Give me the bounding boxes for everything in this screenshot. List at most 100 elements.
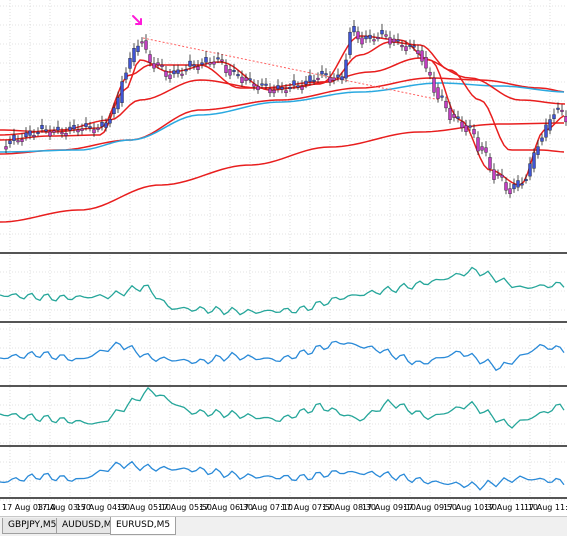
- candle-body: [233, 70, 236, 72]
- candle-body: [457, 117, 460, 119]
- tab-gbpjpy-m5[interactable]: GBPJPY,M5: [2, 518, 62, 534]
- candle-body: [517, 181, 520, 188]
- candle-body: [193, 65, 196, 67]
- candle-body: [305, 81, 308, 84]
- candle-body: [473, 129, 476, 134]
- candle-body: [289, 87, 292, 89]
- candle-body: [13, 135, 16, 141]
- candle-body: [541, 138, 544, 142]
- candle-body: [329, 77, 332, 82]
- candle-body: [389, 38, 392, 44]
- candle-body: [273, 90, 276, 93]
- candle-body: [53, 131, 56, 133]
- candle-body: [353, 26, 356, 32]
- candle-body: [341, 77, 344, 80]
- candle-body: [401, 45, 404, 47]
- candle-body: [125, 73, 128, 79]
- candle-body: [365, 36, 368, 39]
- candle-body: [417, 51, 420, 54]
- candle-body: [485, 148, 488, 153]
- candle-body: [493, 170, 496, 180]
- candle-body: [229, 69, 232, 75]
- candle-body: [477, 138, 480, 151]
- candle-body: [241, 77, 244, 83]
- candle-body: [33, 135, 36, 137]
- candle-body: [509, 189, 512, 194]
- candle-body: [557, 108, 560, 110]
- candle-body: [37, 132, 40, 134]
- candle-body: [361, 38, 364, 44]
- candle-body: [197, 67, 200, 70]
- candle-body: [201, 63, 204, 65]
- chart-area[interactable]: [0, 0, 567, 512]
- candle-body: [505, 183, 508, 191]
- candle-body: [57, 127, 60, 130]
- candle-body: [141, 42, 144, 44]
- candle-body: [61, 132, 64, 134]
- candle-body: [345, 60, 348, 78]
- candle-body: [521, 184, 524, 186]
- candle-body: [29, 131, 32, 136]
- candle-body: [501, 175, 504, 177]
- candle-body: [337, 75, 340, 78]
- candle-body: [93, 129, 96, 132]
- oscillator-2-line: [0, 341, 564, 370]
- candle-body: [529, 164, 532, 176]
- candle-body: [73, 125, 76, 129]
- candle-body: [297, 86, 300, 88]
- candle-body: [161, 65, 164, 67]
- candle-body: [481, 147, 484, 151]
- candle-body: [205, 57, 208, 62]
- candle-body: [373, 40, 376, 42]
- candle-body: [561, 110, 564, 112]
- candle-body: [537, 147, 540, 155]
- candle-body: [213, 62, 216, 64]
- candle-body: [525, 179, 528, 181]
- symbol-tab-bar: GBPJPY,M5 AUDUSD,M1 EURUSD,M5: [0, 516, 567, 536]
- candle-body: [85, 123, 88, 126]
- candle-body: [413, 46, 416, 48]
- candle-body: [81, 129, 84, 131]
- candle-body: [397, 40, 400, 42]
- candle-body: [237, 74, 240, 76]
- price-chart[interactable]: [0, 0, 567, 512]
- candle-body: [65, 133, 68, 135]
- candle-body: [425, 57, 428, 68]
- candle-body: [369, 35, 372, 38]
- candle-body: [225, 65, 228, 72]
- candle-body: [5, 146, 8, 149]
- candle-body: [105, 123, 108, 128]
- candle-body: [405, 46, 408, 50]
- candle-body: [181, 74, 184, 76]
- candle-body: [469, 126, 472, 128]
- candle-body: [121, 82, 124, 103]
- candle-body: [157, 63, 160, 65]
- candle-body: [409, 45, 412, 47]
- candle-body: [185, 70, 188, 72]
- candle-body: [129, 58, 132, 68]
- candle-body: [49, 132, 52, 136]
- candle-body: [9, 141, 12, 144]
- candle-body: [333, 78, 336, 80]
- candle-body: [25, 133, 28, 137]
- candle-body: [189, 61, 192, 66]
- candle-body: [357, 32, 360, 39]
- tab-eurusd-m5[interactable]: EURUSD,M5: [110, 517, 176, 535]
- time-label: 17 Aug 11:50: [524, 503, 567, 512]
- moving-average-line: [0, 36, 564, 185]
- candle-body: [277, 85, 280, 88]
- candle-body: [77, 130, 80, 132]
- candle-body: [497, 174, 500, 176]
- candle-body: [433, 78, 436, 92]
- candle-body: [385, 35, 388, 37]
- candle-body: [113, 108, 116, 114]
- candle-body: [437, 88, 440, 99]
- candle-body: [45, 130, 48, 132]
- candle-body: [449, 108, 452, 119]
- candle-body: [441, 96, 444, 98]
- candle-body: [149, 55, 152, 63]
- candle-body: [69, 127, 72, 130]
- candle-body: [549, 120, 552, 131]
- candle-body: [281, 87, 284, 89]
- candle-body: [301, 87, 304, 90]
